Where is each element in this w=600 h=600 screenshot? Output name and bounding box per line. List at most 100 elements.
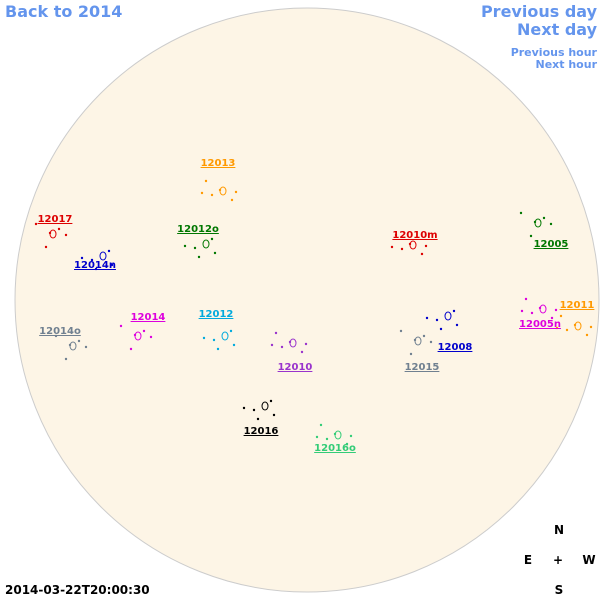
next-hour-link[interactable]: Next hour (536, 58, 598, 71)
region-label[interactable]: 12014n (74, 260, 116, 271)
region-label[interactable]: 12005n (519, 319, 561, 330)
region-label[interactable]: 12005 (534, 239, 569, 250)
sunspot (315, 435, 319, 439)
sunspot (429, 340, 433, 344)
sunspot (542, 216, 546, 220)
sunspot (142, 329, 146, 333)
sunspot (272, 413, 276, 417)
sunspot (520, 309, 524, 313)
sunspot (394, 233, 398, 237)
sunspot (435, 318, 439, 322)
sunspot (252, 408, 256, 412)
sunspot (202, 336, 206, 340)
sunspot (319, 423, 323, 427)
sunspot (554, 308, 558, 312)
sunspot-group (534, 218, 542, 228)
sunspot (107, 249, 111, 253)
region-label[interactable]: 12008 (438, 342, 473, 353)
region-label[interactable]: 12016o (314, 443, 356, 454)
sunspot (409, 352, 413, 356)
sunspot (524, 297, 528, 301)
sunspot (119, 324, 123, 328)
sunspot (234, 190, 238, 194)
sunspot (183, 244, 187, 248)
sunspot (57, 227, 61, 231)
sunspot (64, 233, 68, 237)
sunspot-group (444, 311, 452, 321)
compass-west: W (582, 553, 595, 567)
compass-east: E (524, 553, 532, 567)
sunspot (84, 345, 88, 349)
sunspot (230, 198, 234, 202)
sunspot (422, 334, 426, 338)
sunspot (529, 234, 533, 238)
region-label[interactable]: 12014 (131, 312, 166, 323)
sunspot (229, 329, 233, 333)
sunspot (269, 399, 273, 403)
region-label[interactable]: 12010 (278, 362, 313, 373)
sunspot (270, 343, 274, 347)
next-day-link[interactable]: Next day (517, 20, 598, 39)
sunspot (210, 237, 214, 241)
sunspot-group (49, 229, 57, 239)
sunspot (399, 329, 403, 333)
sunspot (565, 328, 569, 332)
region-label[interactable]: 12013 (201, 158, 236, 169)
region-label[interactable]: 12015 (405, 362, 440, 373)
compass-north: N (554, 523, 564, 537)
region-label[interactable]: 12012o (177, 224, 219, 235)
region-label[interactable]: 12017 (38, 214, 73, 225)
sunspot (280, 345, 284, 349)
sunspot (54, 334, 58, 338)
sunspot (213, 251, 217, 255)
sunspot (530, 311, 534, 315)
sunspot (197, 255, 201, 259)
sunspot (349, 434, 353, 438)
compass-south: S (555, 583, 564, 597)
sunspot-group (414, 336, 422, 346)
sunspot (274, 331, 278, 335)
sunspot (242, 406, 246, 410)
sunspot-group (99, 251, 107, 261)
sunspot-group (69, 341, 77, 351)
region-label[interactable]: 12012 (199, 309, 234, 320)
sunspot (193, 246, 197, 250)
sunspot-group (289, 338, 297, 348)
solar-disk (14, 7, 600, 593)
sunspot (549, 222, 553, 226)
sunspot (204, 179, 208, 183)
sunspot (420, 252, 424, 256)
sunspot (400, 247, 404, 251)
sunspot (64, 357, 68, 361)
sunspot (452, 309, 456, 313)
sunspot (325, 437, 329, 441)
sunspots (34, 179, 593, 446)
sunspot (129, 347, 133, 351)
sunspot (439, 327, 443, 331)
sunspot (345, 442, 349, 446)
sunspot (200, 191, 204, 195)
previous-hour-link[interactable]: Previous hour (511, 46, 598, 59)
sunspot (94, 267, 98, 271)
sunspot-group (409, 240, 417, 250)
sunspot (455, 323, 459, 327)
sunspot-group (219, 186, 227, 196)
back-link[interactable]: Back to 2014 (5, 2, 122, 21)
sunspot (216, 347, 220, 351)
sunspot (519, 211, 523, 215)
sunspot (589, 325, 593, 329)
region-label[interactable]: 12010m (392, 230, 437, 241)
region-label[interactable]: 12014o (39, 326, 81, 337)
sunspot (559, 314, 563, 318)
sunspot (585, 333, 589, 337)
sunspot-group (334, 430, 342, 440)
sunspot (424, 244, 428, 248)
sunspot-group (202, 239, 210, 249)
sunspot-group (221, 331, 229, 341)
timestamp: 2014-03-22T20:00:30 (5, 583, 150, 597)
previous-day-link[interactable]: Previous day (481, 2, 598, 21)
sunspot (77, 339, 81, 343)
region-label[interactable]: 12016 (244, 426, 279, 437)
region-label[interactable]: 12011 (560, 300, 595, 311)
